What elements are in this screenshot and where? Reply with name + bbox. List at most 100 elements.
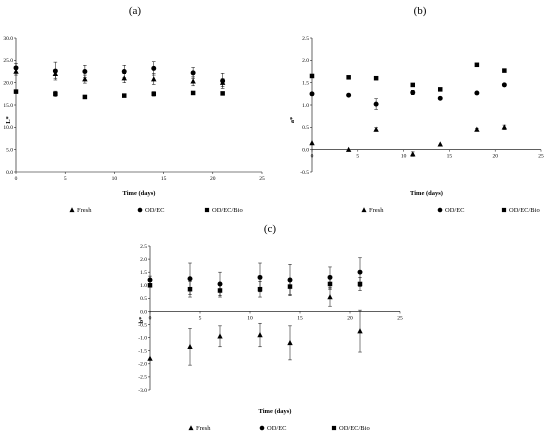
panel-label: (b) [414,5,427,17]
legend-label: OD/EC [267,425,287,432]
y-tick-label: 2.0 [302,58,309,64]
series-OD/EC/Bio [13,89,225,100]
x-tick-label: 0 [311,154,314,160]
series-OD/EC [13,61,226,89]
series-Fresh [309,124,508,157]
data-point [190,90,196,96]
data-point [309,91,315,97]
data-point [287,284,293,289]
data-point [346,92,352,98]
panel-label: (a) [129,5,142,17]
y-axis-title: L* [5,116,12,124]
panel-2: (c) -3.0 -2.5 -2.0 -1.5 -1.0 -0.5 0.0 0.5 1.0 1.5 2… [138,223,403,432]
legend-marker [331,425,337,431]
y-axis-title: a* [289,117,296,124]
data-point [151,65,157,71]
data-point [410,82,416,88]
y-tick-label: 2.0 [140,257,147,263]
data-point [147,355,153,361]
data-point [437,141,443,147]
y-tick-label: -2.0 [138,362,147,368]
data-point [190,70,196,76]
x-tick-label: 0 [149,315,152,321]
data-point [437,95,443,101]
legend-marker [188,425,194,431]
data-point [151,76,157,82]
legend-label: OD/EC/Bio [212,207,243,214]
data-point [346,75,351,80]
data-point [357,269,363,275]
data-point [190,78,196,84]
data-point [220,78,226,84]
series-OD/EC/Bio [147,277,363,298]
y-tick-label: -1.5 [138,349,147,355]
legend-marker [204,207,210,213]
x-tick-label: 15 [297,315,303,321]
panel-1: (b) -0.5 0.0 0.5 1.0 1.5 2.0 2.5 0 5 10 15 20 25 Time … [289,5,544,214]
legend-label: OD/EC/Bio [339,425,370,432]
y-tick-label: 0.5 [302,125,309,131]
y-tick-label: -0.5 [138,322,147,328]
data-point [474,62,480,68]
panel-label: (c) [264,223,277,235]
y-tick-label: -2.5 [138,375,147,381]
y-tick-label: 15.0 [3,103,13,109]
x-tick-label: 25 [397,315,403,321]
data-point [187,276,193,282]
data-point [502,68,507,73]
y-tick-label: 25.0 [3,58,13,64]
data-point [410,151,416,157]
x-tick-label: 25 [259,176,265,182]
legend-marker [501,207,507,213]
data-point [501,124,508,130]
y-tick-label: 2.5 [140,244,147,250]
data-point [187,343,193,350]
y-tick-label: 2.5 [302,36,309,42]
data-point [53,91,58,97]
data-point [327,294,333,300]
y-tick-label: 1.5 [140,270,147,276]
series-OD/EC/Bio [309,62,507,92]
y-tick-label: -0.5 [300,170,309,176]
data-point [257,274,263,280]
data-point [82,76,88,82]
legend-label: Fresh [196,425,211,432]
data-point [82,94,88,100]
legend-marker [437,207,443,213]
legend-marker [137,207,143,213]
legend-label: Fresh [369,207,384,214]
y-tick-label: 5.0 [6,147,13,153]
data-point [257,286,263,292]
data-point [437,87,443,92]
data-point [474,90,480,96]
x-tick-label: 5 [356,154,359,160]
x-tick-label: 15 [161,176,167,182]
data-point [220,91,225,96]
data-point [151,91,157,97]
y-tick-label: 0.5 [140,296,147,302]
y-tick-label: -3.0 [138,388,147,394]
data-point [82,69,88,74]
data-point [13,89,19,94]
y-tick-label: 0.0 [302,147,309,153]
legend-label: OD/EC/Bio [509,207,540,214]
panel-0: (a) 0.0 5.0 10.0 15.0 20.0 25.0 30.0 0 5 10 15 20 25 T… [3,5,265,214]
data-point [217,333,223,339]
y-tick-label: 30.0 [3,36,13,42]
y-axis-title: b* [138,317,145,324]
x-tick-label: 15 [447,154,453,160]
data-point [257,332,263,338]
data-point [121,69,127,74]
data-point [373,126,379,132]
data-point [309,139,315,146]
y-tick-label: 20.0 [3,80,13,86]
y-tick-label: 1.0 [302,103,309,109]
x-tick-label: 20 [210,176,216,182]
x-tick-label: 5 [64,176,67,182]
x-tick-label: 20 [492,154,498,160]
x-axis-title: Time (days) [123,190,156,197]
x-tick-label: 0 [15,176,18,182]
x-tick-label: 10 [401,154,407,160]
data-point [147,283,153,288]
